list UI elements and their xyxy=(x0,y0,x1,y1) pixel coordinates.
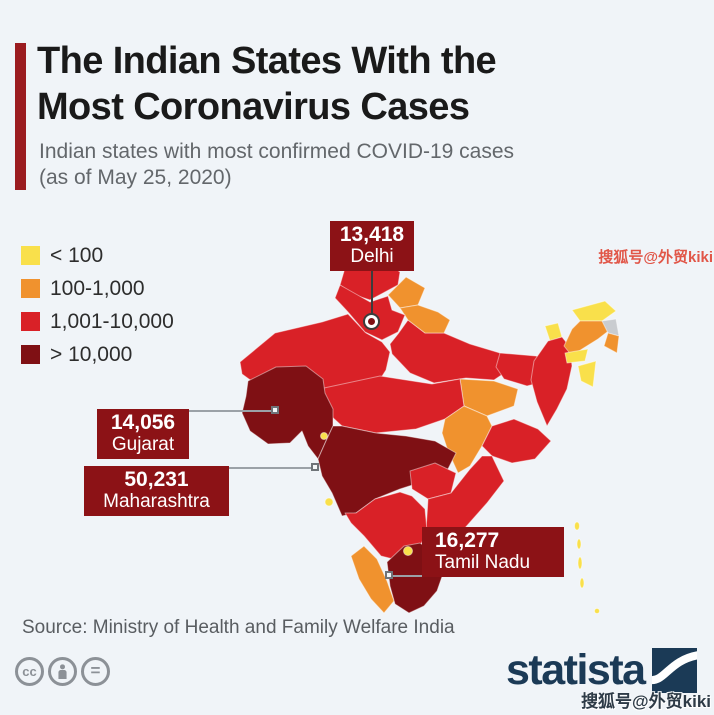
callout-maharashtra-value: 50,231 xyxy=(124,468,189,491)
subtitle-line-1: Indian states with most confirmed COVID-… xyxy=(39,140,515,163)
state-maharashtra xyxy=(317,425,457,517)
source-line: Source: Ministry of Health and Family We… xyxy=(22,617,455,638)
delhi-location-marker xyxy=(363,313,380,330)
statista-logo-mark xyxy=(651,648,697,693)
map-legend: < 100 100-1,000 1,001-10,000 > 10,000 xyxy=(21,239,174,371)
legend-swatch-darkred xyxy=(21,345,40,364)
state-uttarakhand xyxy=(399,304,451,334)
page-title: The Indian States With the Most Coronavi… xyxy=(37,38,497,130)
state-odisha xyxy=(481,418,552,464)
person-glyph xyxy=(58,664,67,679)
callout-gujarat-name: Gujarat xyxy=(111,434,175,455)
maharashtra-connector-line xyxy=(227,467,315,469)
license-badges: cc = xyxy=(15,657,110,686)
state-west-bengal xyxy=(530,336,573,427)
title-accent-bar xyxy=(15,43,26,190)
territory-daman-diu xyxy=(320,432,328,440)
equals-glyph: = xyxy=(90,660,101,680)
legend-label: > 10,000 xyxy=(50,342,133,366)
maharashtra-location-marker xyxy=(311,463,319,471)
state-uttar-pradesh xyxy=(389,319,513,384)
state-madhya-pradesh xyxy=(319,375,465,434)
legend-swatch-orange xyxy=(21,279,40,298)
title-line-2: Most Coronavirus Cases xyxy=(37,86,470,128)
legend-item: 100-1,000 xyxy=(21,272,174,305)
cc-letters: cc xyxy=(22,664,37,679)
title-line-1: The Indian States With the xyxy=(37,40,497,82)
state-manipur xyxy=(603,332,620,354)
callout-tamil-nadu-name: Tamil Nadu xyxy=(435,552,531,573)
watermark-bottom-right: 搜狐号@外贸kiki xyxy=(581,692,711,711)
statista-logo[interactable]: statista xyxy=(506,648,697,693)
legend-label: 1,001-10,000 xyxy=(50,309,174,333)
callout-delhi: 13,418 Delhi xyxy=(330,221,414,271)
subtitle-line-2: (as of May 25, 2020) xyxy=(39,166,232,189)
statista-wordmark: statista xyxy=(506,646,646,694)
legend-label: < 100 xyxy=(50,243,104,267)
callout-tamil-nadu-value: 16,277 xyxy=(435,529,500,552)
legend-item: > 10,000 xyxy=(21,338,174,371)
territory-goa xyxy=(324,497,334,507)
state-meghalaya xyxy=(564,348,589,364)
legend-label: 100-1,000 xyxy=(50,276,145,300)
territory-puducherry xyxy=(403,546,413,556)
territory-andaman-nicobar xyxy=(574,521,600,614)
callout-delhi-name: Delhi xyxy=(350,246,394,267)
page-subtitle: Indian states with most confirmed COVID-… xyxy=(39,139,514,191)
callout-delhi-value: 13,418 xyxy=(339,223,405,246)
cc-nd-equals-icon[interactable]: = xyxy=(81,657,110,686)
delhi-marker-dot xyxy=(368,318,375,325)
cc-by-person-icon[interactable] xyxy=(48,657,77,686)
tamil-nadu-location-marker xyxy=(385,571,393,579)
legend-item: < 100 xyxy=(21,239,174,272)
cc-license-icon[interactable]: cc xyxy=(15,657,44,686)
delhi-connector-line xyxy=(371,266,373,316)
state-punjab-haryana xyxy=(334,284,406,341)
state-tripura-mizoram xyxy=(577,360,597,388)
callout-gujarat: 14,056 Gujarat xyxy=(97,409,189,459)
callout-tamil-nadu: 16,277 Tamil Nadu xyxy=(422,527,564,577)
watermark-top-right: 搜狐号@外贸kiki xyxy=(598,249,713,266)
callout-maharashtra-name: Maharashtra xyxy=(103,491,210,512)
legend-item: 1,001-10,000 xyxy=(21,305,174,338)
state-arunachal-pradesh xyxy=(571,300,617,322)
callout-maharashtra: 50,231 Maharashtra xyxy=(84,466,229,516)
state-kerala xyxy=(350,545,395,614)
state-gujarat xyxy=(241,365,334,460)
india-choropleth-map xyxy=(239,249,620,614)
legend-swatch-red xyxy=(21,312,40,331)
gujarat-location-marker xyxy=(271,406,279,414)
tamil-nadu-connector-line xyxy=(392,575,424,577)
callout-gujarat-value: 14,056 xyxy=(110,411,176,434)
gujarat-connector-line xyxy=(187,410,275,412)
legend-swatch-yellow xyxy=(21,246,40,265)
state-chhattisgarh xyxy=(441,405,493,474)
